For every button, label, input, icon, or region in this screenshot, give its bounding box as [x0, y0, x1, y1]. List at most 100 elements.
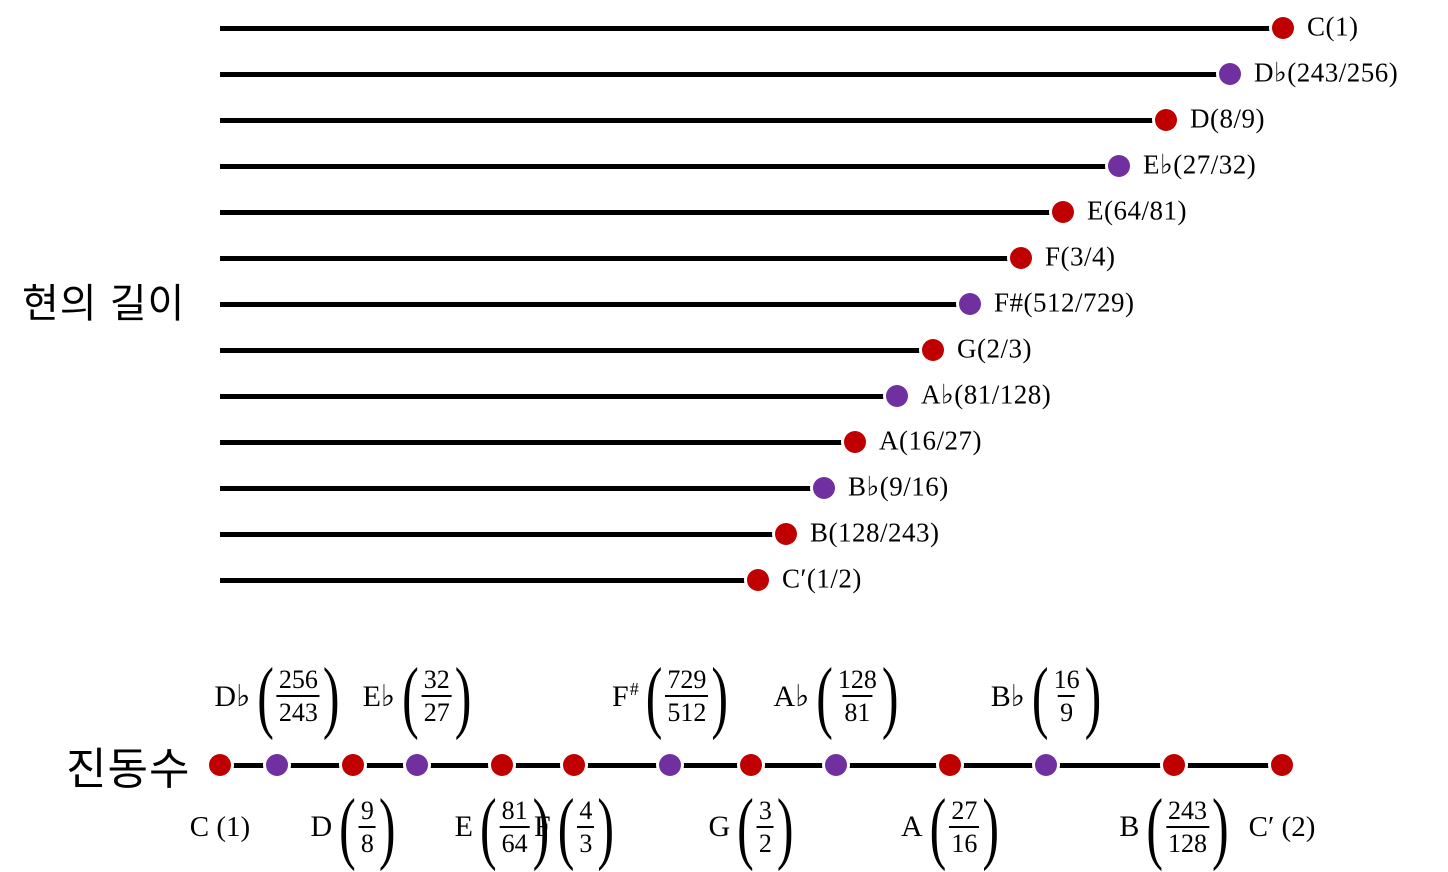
- string-length-bar: [220, 118, 1153, 123]
- open-paren-glyph: (: [645, 651, 663, 741]
- open-paren-glyph: (: [1031, 651, 1049, 741]
- fraction-denominator: 9: [1058, 695, 1076, 727]
- frequency-note-label: A♭(128 81): [773, 652, 898, 740]
- open-paren-glyph: (: [339, 782, 356, 872]
- frequency-note-dot: [266, 754, 288, 776]
- string-length-bar: [220, 578, 745, 583]
- open-paren-glyph: (: [737, 782, 754, 872]
- close-paren-glyph: ): [711, 651, 728, 741]
- open-paren-glyph: (: [929, 782, 947, 872]
- fraction-denominator: 8: [358, 826, 376, 858]
- open-paren-glyph: (: [816, 651, 833, 741]
- frequency-note-dot: [825, 754, 847, 776]
- note-letter: A: [901, 810, 923, 844]
- note-letter-text: E♭: [362, 679, 396, 713]
- note-letter-text: B: [1119, 810, 1140, 843]
- note-letter: E: [455, 810, 473, 844]
- note-letter-text: E: [454, 810, 474, 843]
- string-note-dot: [813, 477, 835, 499]
- fraction-numerator: 16: [1053, 664, 1080, 694]
- fraction-numerator: 81: [501, 795, 528, 825]
- string-note-label: B(128/243): [810, 517, 940, 548]
- string-note-dot: [844, 431, 866, 453]
- string-note-dot: [1108, 155, 1130, 177]
- string-note-label: E(64/81): [1087, 195, 1187, 226]
- string-length-bar: [220, 394, 884, 399]
- frequency-note-label: D(9 8): [311, 786, 396, 868]
- string-length-bar: [220, 210, 1050, 215]
- note-letter: A♭: [773, 679, 809, 714]
- frequency-note-dot: [1163, 754, 1185, 776]
- frequency-axis-label: 진동수: [66, 745, 191, 794]
- string-note-label: C(1): [1307, 11, 1359, 42]
- frequency-note-dot: [563, 754, 585, 776]
- ratio-fraction: 27 16: [949, 795, 980, 858]
- open-paren-glyph: (: [257, 651, 274, 741]
- string-length-bar: [220, 532, 773, 537]
- string-length-bar: [220, 256, 1008, 261]
- string-note-label: E♭(27/32): [1143, 149, 1257, 180]
- fraction-denominator: 128: [1166, 826, 1210, 858]
- frequency-note-dot: [406, 754, 428, 776]
- string-note-dot: [1052, 201, 1074, 223]
- string-length-bar: [220, 486, 811, 491]
- close-paren-glyph: ): [378, 782, 396, 872]
- frequency-note-label: D♭(256 243): [214, 652, 339, 740]
- frequency-note-dot: [491, 754, 513, 776]
- note-letter-text: B♭: [990, 679, 1025, 713]
- close-paren-glyph: ): [881, 651, 899, 741]
- frequency-note-label: F(4 3): [534, 786, 614, 868]
- close-paren-glyph: ): [1084, 651, 1102, 741]
- string-length-bar: [220, 348, 920, 353]
- fraction-denominator: 3: [577, 826, 595, 858]
- string-note-label: D♭(243/256): [1254, 57, 1399, 88]
- string-note-dot: [1272, 17, 1294, 39]
- ratio-fraction: 256 243: [276, 665, 320, 727]
- note-letter-text: F: [612, 679, 629, 713]
- ratio-fraction: 16 9: [1052, 665, 1082, 727]
- open-paren-glyph: (: [480, 782, 497, 872]
- note-text: C (1): [189, 810, 251, 843]
- string-note-label: F(3/4): [1045, 241, 1116, 272]
- frequency-note-label: C (1): [190, 786, 250, 868]
- fraction-denominator: 27: [421, 695, 452, 727]
- close-paren-glyph: ): [982, 782, 999, 872]
- note-letter-text: A♭: [773, 679, 810, 713]
- fraction-denominator: 81: [842, 695, 873, 727]
- close-paren-glyph: ): [776, 782, 794, 872]
- ratio-fraction: 128 81: [836, 665, 879, 727]
- frequency-note-dot: [1271, 754, 1293, 776]
- close-paren-glyph: ): [454, 651, 472, 741]
- sharp-superscript: #: [629, 678, 639, 699]
- string-note-label: G(2/3): [957, 333, 1032, 364]
- frequency-note-label: E♭(32 27): [363, 652, 472, 740]
- ratio-fraction: 243 128: [1166, 796, 1210, 858]
- string-note-dot: [886, 385, 908, 407]
- string-note-dot: [1219, 63, 1241, 85]
- string-length-bar: [220, 72, 1217, 77]
- string-note-label: C′(1/2): [782, 563, 862, 594]
- note-letter: F: [534, 810, 551, 844]
- string-note-label: F#(512/729): [994, 287, 1135, 318]
- frequency-note-label: G(3 2): [709, 786, 794, 868]
- open-paren-glyph: (: [1146, 782, 1164, 872]
- fraction-numerator: 27: [951, 795, 978, 825]
- note-letter-text: F: [534, 810, 551, 843]
- note-letter: B♭: [991, 679, 1025, 714]
- open-paren-glyph: (: [402, 651, 419, 741]
- string-note-dot: [747, 569, 769, 591]
- close-paren-glyph: ): [532, 782, 550, 872]
- string-length-bar: [220, 302, 957, 307]
- string-note-dot: [775, 523, 797, 545]
- frequency-note-dot: [1035, 754, 1057, 776]
- string-length-axis-label: 현의 길이: [22, 282, 186, 326]
- string-note-dot: [1010, 247, 1032, 269]
- fraction-numerator: 4: [579, 795, 593, 825]
- ratio-fraction: 32 27: [421, 665, 452, 727]
- frequency-note-label: F#(729 512): [612, 652, 728, 740]
- string-note-dot: [922, 339, 944, 361]
